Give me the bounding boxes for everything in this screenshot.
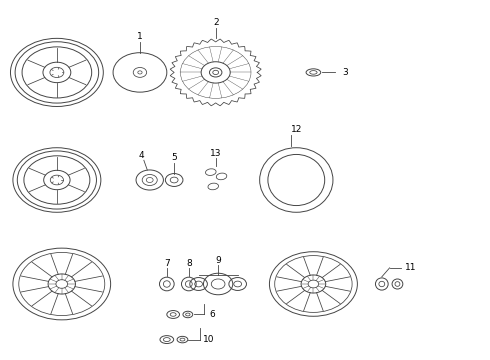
- Text: 1: 1: [137, 32, 143, 41]
- Text: 3: 3: [343, 68, 348, 77]
- Text: 8: 8: [186, 259, 192, 268]
- Text: 11: 11: [405, 264, 417, 273]
- Text: 9: 9: [215, 256, 221, 265]
- Text: 13: 13: [210, 149, 221, 158]
- Text: 4: 4: [138, 151, 144, 160]
- Text: 7: 7: [164, 259, 170, 268]
- Text: 6: 6: [209, 310, 215, 319]
- Text: 12: 12: [291, 125, 302, 134]
- Text: 10: 10: [202, 335, 214, 344]
- Text: 5: 5: [172, 153, 177, 162]
- Text: 2: 2: [213, 18, 219, 27]
